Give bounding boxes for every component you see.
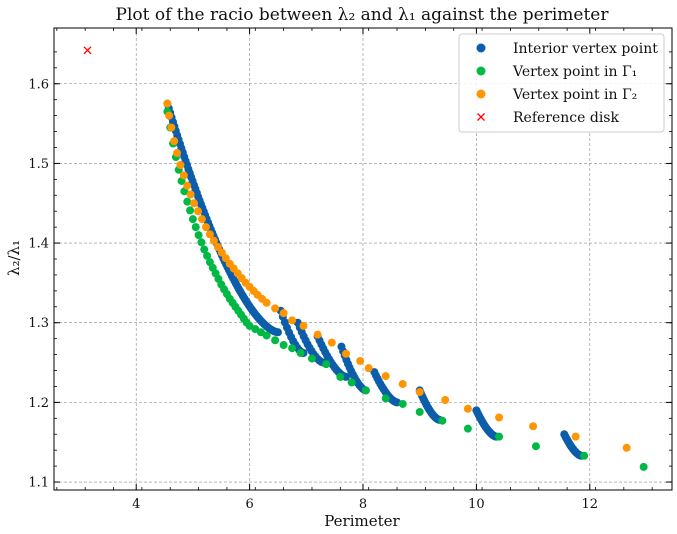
legend-marker-vertex-point-in bbox=[476, 89, 486, 99]
point-vertex-point-in bbox=[209, 236, 218, 245]
point-vertex-point-in bbox=[190, 199, 199, 208]
point-vertex-point-in bbox=[188, 215, 197, 224]
point-vertex-point-in bbox=[341, 349, 350, 358]
point-vertex-point-in bbox=[622, 443, 631, 452]
y-tick-label: 1.2 bbox=[28, 396, 49, 411]
legend-label-vertex-point-in: Vertex point in Γ₂ bbox=[512, 87, 637, 103]
legend: Interior vertex point Vertex point in Γ₁ V… bbox=[458, 33, 665, 133]
point-vertex-point-in bbox=[173, 149, 182, 158]
point-reference-disk bbox=[83, 46, 92, 55]
y-tick-label: 1.4 bbox=[28, 237, 49, 252]
point-vertex-point-in bbox=[381, 372, 390, 381]
y-tick-label: 1.5 bbox=[28, 157, 49, 172]
point-vertex-point-in bbox=[322, 360, 331, 369]
data-points bbox=[83, 46, 648, 471]
legend-marker-interior-vertex-point bbox=[476, 43, 486, 53]
point-vertex-point-in bbox=[415, 407, 424, 416]
point-vertex-point-in bbox=[463, 424, 472, 433]
point-vertex-point-in bbox=[197, 238, 206, 247]
x-tick-label: 8 bbox=[359, 497, 367, 512]
point-vertex-point-in bbox=[170, 137, 179, 146]
point-vertex-point-in bbox=[327, 338, 336, 347]
x-tick-label: 12 bbox=[582, 497, 599, 512]
point-vertex-point-in bbox=[213, 243, 222, 252]
point-vertex-point-in bbox=[495, 432, 504, 441]
point-vertex-point-in bbox=[262, 298, 271, 307]
point-vertex-point-in bbox=[194, 231, 203, 240]
point-vertex-point-in bbox=[364, 364, 373, 373]
point-vertex-point-in bbox=[200, 245, 209, 254]
legend-marker-reference-disk bbox=[477, 113, 485, 121]
point-vertex-point-in bbox=[441, 395, 450, 404]
point-vertex-point-in bbox=[271, 304, 280, 313]
point-vertex-point-in bbox=[415, 388, 424, 397]
point-vertex-point-in bbox=[279, 341, 288, 350]
point-vertex-point-in bbox=[197, 215, 206, 224]
point-vertex-point-in bbox=[279, 309, 288, 318]
y-tick-label: 1.3 bbox=[28, 316, 49, 331]
point-vertex-point-in bbox=[438, 416, 447, 425]
point-vertex-point-in bbox=[201, 223, 210, 232]
point-vertex-point-in bbox=[176, 161, 185, 170]
point-vertex-point-in bbox=[183, 197, 192, 206]
legend-box bbox=[458, 33, 665, 133]
point-vertex-point-in bbox=[398, 380, 407, 389]
chart-title: Plot of the racio between λ₂ and λ₁ agai… bbox=[116, 5, 610, 25]
point-vertex-point-in bbox=[580, 451, 589, 460]
point-vertex-point-in bbox=[271, 336, 280, 345]
point-vertex-point-in bbox=[571, 432, 580, 441]
point-vertex-point-in bbox=[347, 378, 356, 387]
point-vertex-point-in bbox=[495, 413, 504, 422]
point-vertex-point-in bbox=[167, 123, 176, 132]
legend-label-interior-vertex-point: Interior vertex point bbox=[513, 41, 658, 57]
point-vertex-point-in bbox=[217, 248, 226, 257]
point-vertex-point-in bbox=[205, 230, 214, 239]
point-vertex-point-in bbox=[639, 462, 648, 471]
point-vertex-point-in bbox=[398, 399, 407, 408]
point-vertex-point-in bbox=[186, 206, 195, 215]
legend-label-reference-disk: Reference disk bbox=[513, 110, 619, 126]
x-tick-label: 10 bbox=[468, 497, 485, 512]
x-tick-label: 6 bbox=[245, 497, 253, 512]
point-vertex-point-in bbox=[288, 344, 297, 353]
point-vertex-point-in bbox=[262, 331, 271, 340]
point-vertex-point-in bbox=[336, 372, 345, 381]
point-vertex-point-in bbox=[463, 404, 472, 413]
point-vertex-point-in bbox=[531, 442, 540, 451]
point-vertex-point-in bbox=[313, 330, 322, 339]
legend-marker-vertex-point-in bbox=[476, 66, 486, 76]
point-vertex-point-in bbox=[183, 181, 192, 190]
point-vertex-point-in bbox=[221, 254, 230, 263]
x-tick-label: 4 bbox=[132, 497, 140, 512]
y-axis-label: λ₂/λ₁ bbox=[5, 240, 23, 276]
y-tick-label: 1.6 bbox=[28, 77, 49, 92]
point-vertex-point-in bbox=[356, 356, 365, 365]
point-vertex-point-in bbox=[307, 354, 316, 363]
axis-ticks: 4 6 8 10 12 1.1 1.2 1.3 1.4 1.5 1.6 bbox=[28, 28, 672, 512]
point-interior-vertex-point bbox=[273, 328, 282, 337]
legend-label-vertex-point-in: Vertex point in Γ₁ bbox=[512, 64, 637, 80]
point-vertex-point-in bbox=[296, 348, 305, 357]
point-vertex-point-in bbox=[165, 111, 174, 120]
point-vertex-point-in bbox=[288, 316, 297, 325]
point-vertex-point-in bbox=[529, 422, 538, 431]
point-vertex-point-in bbox=[179, 171, 188, 180]
point-vertex-point-in bbox=[194, 207, 203, 216]
point-vertex-point-in bbox=[163, 99, 172, 108]
y-tick-label: 1.1 bbox=[28, 476, 49, 491]
point-vertex-point-in bbox=[299, 321, 308, 330]
x-axis-label: Perimeter bbox=[324, 512, 400, 530]
point-vertex-point-in bbox=[186, 190, 195, 199]
point-vertex-point-in bbox=[381, 394, 390, 403]
point-vertex-point-in bbox=[191, 223, 200, 232]
point-vertex-point-in bbox=[361, 386, 370, 395]
point-interior-vertex-point bbox=[341, 372, 350, 381]
point-vertex-point-in bbox=[203, 251, 212, 260]
